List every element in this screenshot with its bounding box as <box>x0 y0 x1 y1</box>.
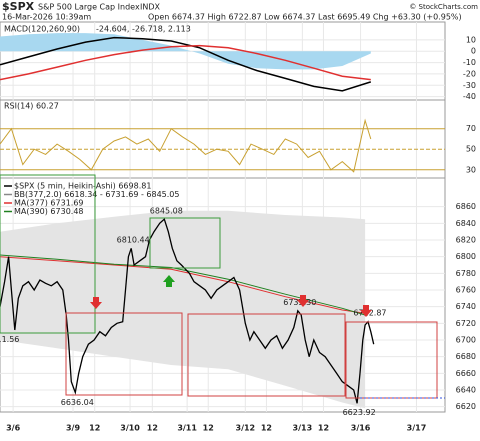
index-name: S&P 500 Large Cap Index <box>38 3 140 12</box>
y-tick-label: 0 <box>471 47 476 56</box>
y-tick-label: 10 <box>466 35 476 44</box>
y-tick-label: 6820 <box>456 236 476 245</box>
macd-line <box>0 44 371 81</box>
macd-values: -24.604, -26.718, 2.113 <box>96 25 191 34</box>
exchange: INDX <box>140 3 161 12</box>
y-tick-label: 6740 <box>456 302 476 311</box>
price-annotation: 6810.44 <box>117 235 150 244</box>
price-annotation: 6623.92 <box>343 408 376 417</box>
y-tick-label: -40 <box>463 92 476 101</box>
y-tick-label: 6860 <box>456 202 476 211</box>
arrow <box>90 297 102 309</box>
x-tick-label: 3/9 <box>66 424 80 433</box>
price-line <box>0 218 375 404</box>
y-tick-label: 6840 <box>456 219 476 228</box>
symbol: $SPX <box>2 0 35 13</box>
y-tick-label: 6800 <box>456 252 476 261</box>
y-tick-label: 6640 <box>456 386 476 395</box>
y-tick-label: 6700 <box>456 336 476 345</box>
x-tick-label: 3/6 <box>6 424 20 433</box>
overlays <box>0 174 445 399</box>
price-annotation: 6722.87 <box>353 308 386 317</box>
y-tick-label: 6780 <box>456 269 476 278</box>
x-tick-label: 12 <box>203 424 214 433</box>
y-tick-label: 6680 <box>456 352 476 361</box>
box <box>187 313 346 397</box>
macd-line <box>0 36 372 92</box>
arrow <box>297 295 309 307</box>
y-tick-label: 6620 <box>456 402 476 411</box>
date: 16-Mar-2026 10:39am <box>2 13 91 22</box>
rsi-label: RSI(14) 60.27 <box>4 102 59 111</box>
y-tick-label: -20 <box>463 69 476 78</box>
price-frame <box>0 177 446 413</box>
price-annotation: 6636.04 <box>61 398 94 407</box>
arrow <box>163 275 175 287</box>
bollinger-band <box>0 210 366 409</box>
x-tick-label: 3/10 <box>120 424 140 433</box>
macd-label: MACD(120,260,90) <box>4 25 80 34</box>
x-tick-label: 12 <box>89 424 100 433</box>
x-tick-label: 3/12 <box>236 424 256 433</box>
credit: © StockCharts.com <box>409 3 478 11</box>
plot-layer: 3/6 3/9 12 3/10 12 3/11 12 3/12 12 3/13 12 3/16 3/17… <box>0 22 476 433</box>
y-tick-label: 6660 <box>456 369 476 378</box>
rsi-line <box>0 118 372 173</box>
legend-entry: BB(377,2.0) 6618.34 - 6731.69 - 6845.05 <box>14 190 180 199</box>
legend-entry: MA(390) 6730.48 <box>14 207 84 216</box>
y-tick-label: 70 <box>466 124 476 133</box>
price-annotation: 6845.08 <box>150 207 183 216</box>
price-annotation: 6711.56 <box>0 335 19 344</box>
x-tick-label: 12 <box>318 424 329 433</box>
y-tick-label: 30 <box>466 165 476 174</box>
moving-average <box>0 256 366 314</box>
legend-entry: $SPX (5 min, Heikin-Ashi) 6698.81 <box>14 182 151 191</box>
panels <box>0 21 446 413</box>
box <box>65 312 183 396</box>
y-tick-label: 6760 <box>456 286 476 295</box>
quote: Open 6674.37 High 6722.87 Low 6674.37 La… <box>148 13 462 22</box>
x-tick-label: 12 <box>261 424 272 433</box>
y-tick-label: -10 <box>463 58 476 67</box>
legend-entry: MA(377) 6731.69 <box>14 199 84 208</box>
box <box>149 217 221 269</box>
box <box>345 321 438 399</box>
x-tick-label: 3/11 <box>177 424 197 433</box>
y-tick-label: 50 <box>466 145 476 154</box>
arrow <box>360 305 372 317</box>
x-tick-label: 3/17 <box>407 424 427 433</box>
moving-average <box>0 254 366 316</box>
x-tick-label: 3/16 <box>351 424 371 433</box>
box <box>0 174 96 334</box>
x-tick-label: 3/13 <box>293 424 313 433</box>
y-tick-label: 6720 <box>456 319 476 328</box>
histogram <box>0 33 371 70</box>
y-tick-label: -30 <box>463 81 476 90</box>
x-tick-label: 12 <box>147 424 158 433</box>
